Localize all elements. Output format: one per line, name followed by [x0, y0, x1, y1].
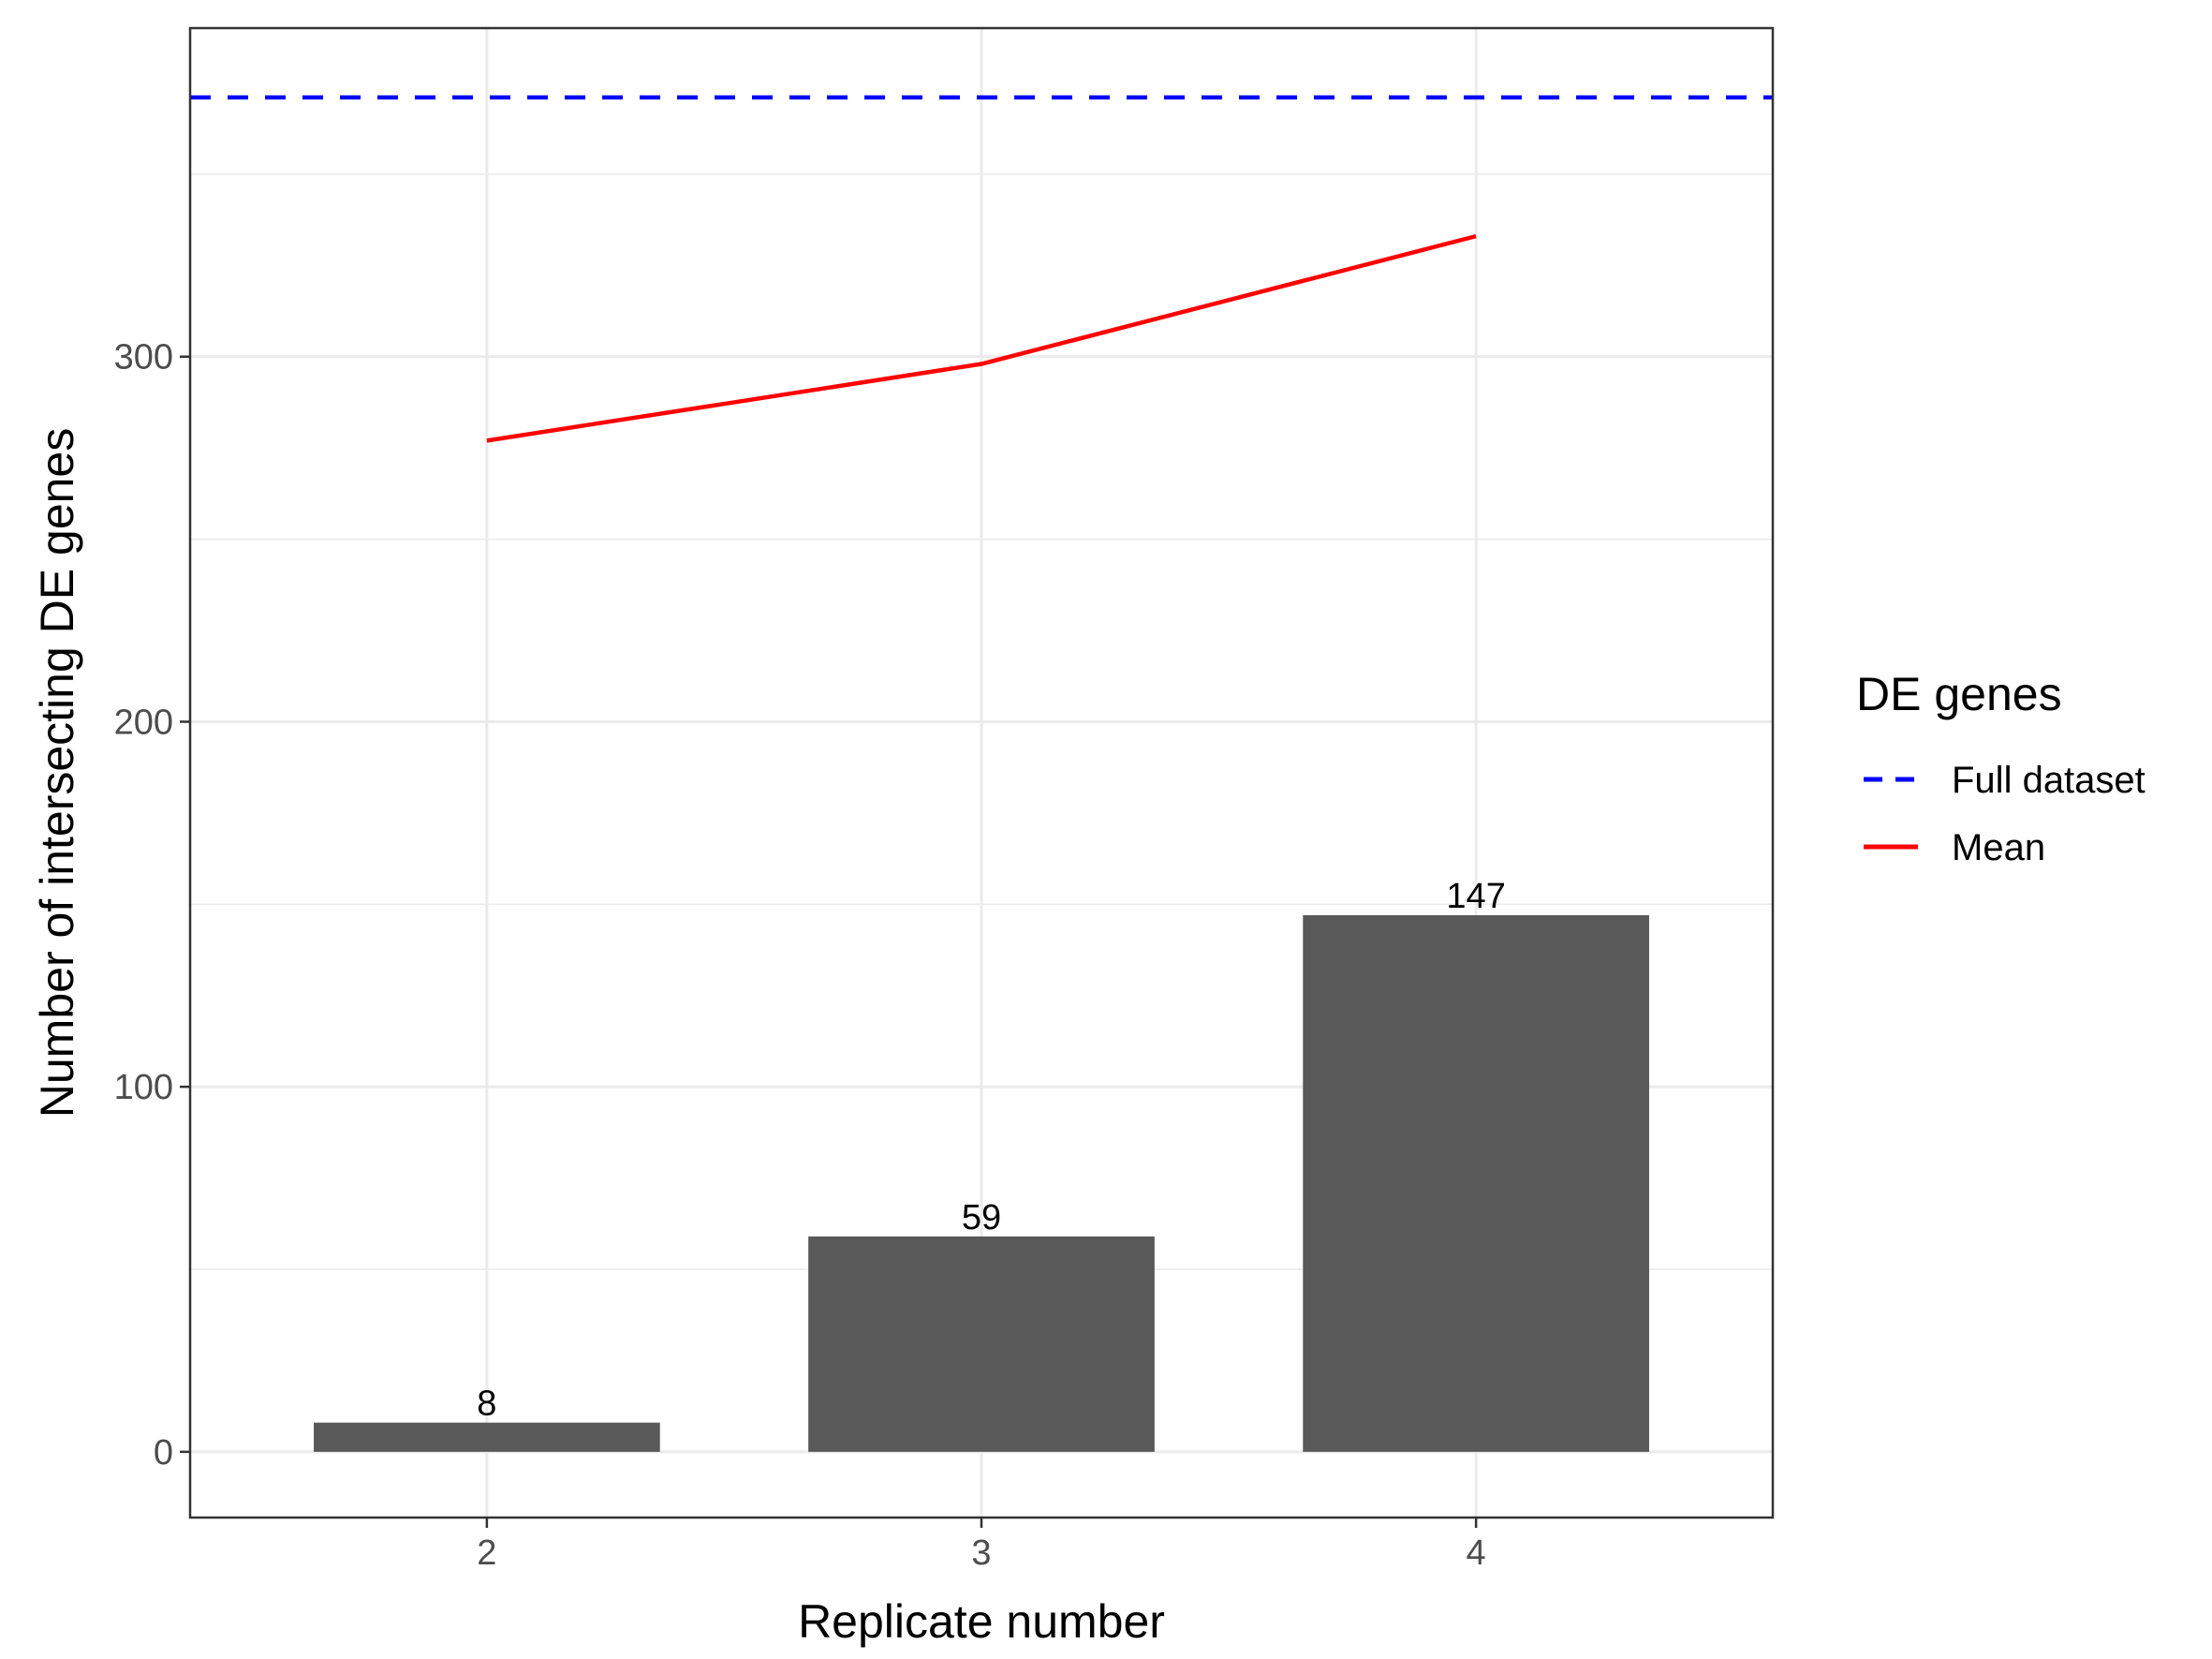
x-tick-label-2: 2	[477, 1533, 496, 1573]
legend-title: DE genes	[1856, 668, 2062, 720]
mean-line	[486, 233, 1477, 443]
y-tick-label-300: 300	[114, 338, 173, 378]
bar-3	[808, 1236, 1155, 1452]
legend-label-mean: Mean	[1952, 827, 2045, 868]
x-axis: 2 3 4	[477, 1518, 1486, 1573]
y-tick-label-0: 0	[154, 1433, 173, 1473]
data-label-2: 8	[477, 1385, 496, 1424]
data-labels: 8 59 147	[477, 877, 1506, 1424]
data-label-3: 59	[962, 1198, 1001, 1237]
lines	[190, 95, 1773, 443]
y-axis: 0 100 200 300	[114, 338, 190, 1473]
bar-2	[314, 1422, 660, 1452]
legend-label-full-dataset: Full dataset	[1952, 760, 2146, 801]
data-label-4: 147	[1446, 877, 1505, 916]
legend: DE genes Full dataset Mean	[1856, 668, 2146, 868]
y-axis-title: Number of intersecting DE genes	[31, 428, 83, 1118]
bars	[314, 914, 1649, 1452]
y-tick-label-100: 100	[114, 1068, 173, 1107]
y-tick-label-200: 200	[114, 703, 173, 742]
x-axis-title: Replicate number	[798, 1595, 1165, 1648]
x-tick-label-4: 4	[1467, 1533, 1486, 1573]
bar-4	[1303, 914, 1649, 1452]
x-tick-label-3: 3	[971, 1533, 991, 1573]
